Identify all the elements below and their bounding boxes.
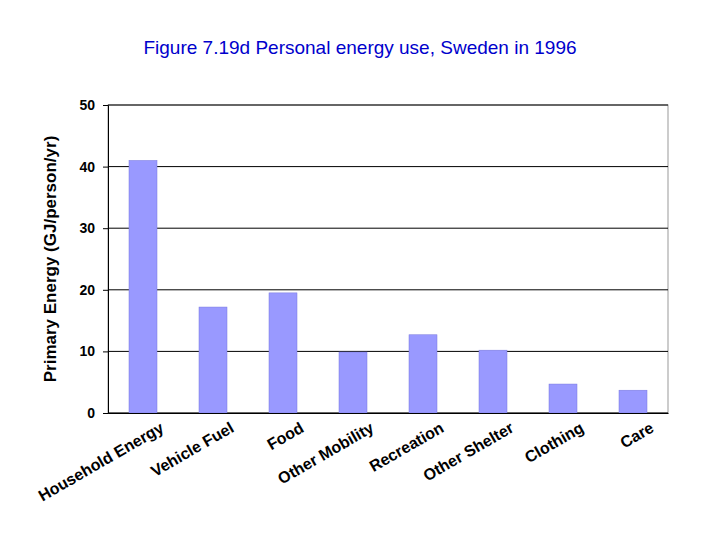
grid-line [108,166,668,167]
x-tick-label: Care [617,419,656,452]
y-tick-label: 40 [79,159,95,175]
y-tick-mark [103,413,108,414]
x-axis-line [109,413,669,414]
bar [339,352,367,413]
y-tick-mark [103,167,108,168]
x-tick: Clothing [522,413,587,466]
y-tick-label: 30 [79,220,95,236]
grid-line [108,228,668,229]
y-tick-label: 10 [79,343,95,359]
y-tick-label: 20 [79,282,95,298]
x-tick: Other Shelter [420,413,516,484]
y-tick-label: 50 [79,97,95,113]
x-tick-label: Other Mobility [275,419,377,488]
grid-line [108,289,668,290]
y-tick: 0 [87,405,108,421]
y-tick-mark [103,105,108,106]
bar [619,390,647,413]
y-axis-line [103,106,109,414]
bar [269,293,297,413]
y-tick-mark [103,228,108,229]
bar [549,384,577,413]
plot: 0 10 20 30 40 50 Household EnergyVehicle Fuel F… [36,97,669,504]
chart: Figure 7.19d Personal energy use, Sweden… [0,0,720,540]
grid-line [108,413,668,414]
y-axis: 0 10 20 30 40 50 [79,97,108,421]
grid [108,105,668,413]
title: Figure 7.19d Personal energy use, Sweden… [143,37,576,58]
x-tick: Vehicle Fuel [148,413,237,480]
y-tick-label: 0 [87,405,95,421]
x-tick: Other Mobility [275,413,377,487]
x-tick: Food [264,413,306,453]
grid-line [108,351,668,352]
y-tick-mark [103,351,108,352]
x-tick-label: Vehicle Fuel [148,419,237,480]
y-axis-title: Primary Energy (GJ/person/yr) [41,136,60,383]
y-tick: 10 [79,343,108,359]
x-tick: Care [617,413,656,451]
bar [199,307,227,413]
x-tick-label: Food [264,419,306,453]
bars [129,160,647,413]
y-tick: 50 [79,97,108,113]
y-tick: 40 [79,159,108,175]
x-axis: Household EnergyVehicle Fuel FoodOther Mo… [36,413,669,504]
x-tick-label: Household Energy [36,419,167,504]
grid-line [108,105,668,106]
x-tick: Household Energy [36,413,167,504]
plot-frame [108,105,668,413]
x-tick-label: Clothing [522,419,587,466]
bar [479,350,507,413]
y-tick: 30 [79,220,108,236]
x-tick-label: Other Shelter [420,419,516,484]
bar [409,335,437,413]
y-tick: 20 [79,282,108,298]
bar [129,160,157,413]
y-tick-mark [103,290,108,291]
